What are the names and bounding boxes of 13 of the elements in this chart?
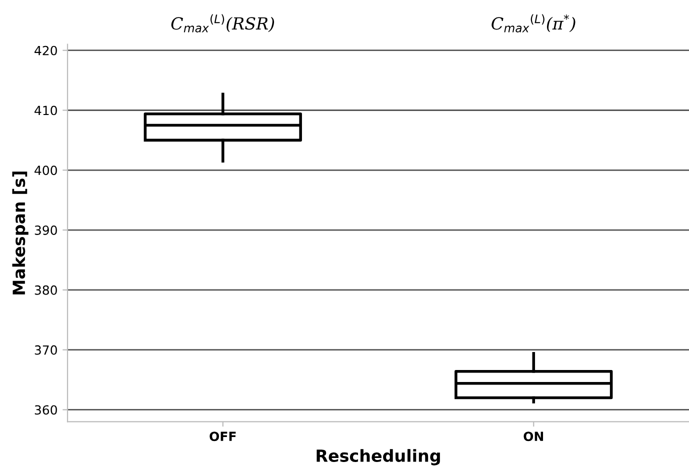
y-tick-label: 360 — [34, 405, 57, 415]
y-tick-label: 380 — [34, 285, 57, 295]
y-tick-label: 390 — [34, 226, 57, 235]
x-tick-label: OFF — [210, 432, 236, 442]
y-tick-label: 410 — [34, 106, 57, 116]
y-tick-label: 400 — [34, 166, 57, 176]
text: C$_{max}$$^{(L)}$(π$^{*}$) — [492, 14, 576, 32]
y-axis-title: Makespan [s] — [12, 172, 28, 294]
x-tick-label: ON — [524, 432, 544, 442]
x-axis-title: Rescheduling — [316, 449, 440, 466]
y-tick-label: 370 — [34, 345, 57, 355]
text: C$_{max}$$^{(L)}$(RSR) — [171, 14, 274, 32]
y-tick-label: 420 — [34, 46, 57, 56]
